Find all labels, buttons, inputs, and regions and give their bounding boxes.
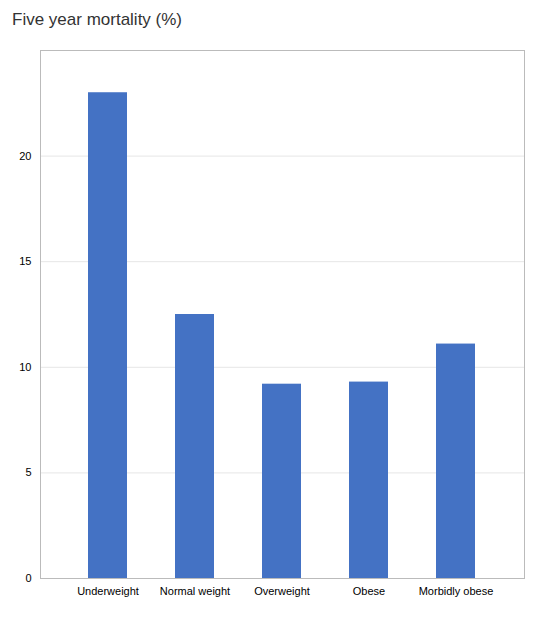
svg-text:Morbidly obese: Morbidly obese: [419, 585, 494, 597]
svg-text:0: 0: [25, 572, 31, 584]
svg-text:Obese: Obese: [353, 585, 385, 597]
html-text:Five year mortality (%): Five year mortality (%): [12, 10, 182, 29]
svg-text:Overweight: Overweight: [254, 585, 310, 597]
svg-text:20: 20: [19, 150, 31, 162]
svg-text:Normal weight: Normal weight: [160, 585, 230, 597]
svg-text:15: 15: [19, 255, 31, 267]
svg-text:5: 5: [25, 466, 31, 478]
svg-text:10: 10: [19, 361, 31, 373]
svg-text:Underweight: Underweight: [77, 585, 139, 597]
